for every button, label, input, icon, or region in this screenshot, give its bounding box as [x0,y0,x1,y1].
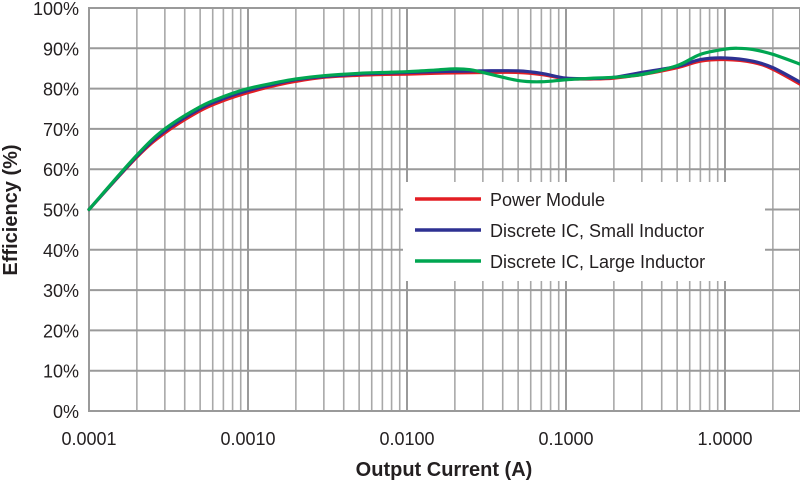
x-tick-label: 0.0100 [379,429,434,449]
x-tick-label: 1.0000 [697,429,752,449]
y-tick-label: 40% [43,241,79,261]
y-tick-label: 50% [43,201,79,221]
x-tick-label: 0.0001 [61,429,116,449]
y-tick-label: 10% [43,362,79,382]
y-tick-label: 80% [43,80,79,100]
legend-label-large-inductor: Discrete IC, Large Inductor [490,252,705,272]
y-axis-tick-labels: 0% 10% 20% 30% 40% 50% 60% 70% 80% 90% 100% [33,0,79,422]
x-axis-title: Output Current (A) [356,459,533,481]
legend-label-small-inductor: Discrete IC, Small Inductor [490,221,704,241]
x-tick-label: 0.0010 [220,429,275,449]
series-layer [87,46,800,212]
series-line-discrete-small-inductor [87,56,800,212]
x-tick-label: 0.1000 [538,429,593,449]
y-tick-label: 20% [43,321,79,341]
legend: Power Module Discrete IC, Small Inductor… [403,182,765,281]
y-tick-label: 60% [43,160,79,180]
y-tick-label: 30% [43,281,79,301]
legend-label-power-module: Power Module [490,190,605,210]
y-tick-label: 0% [53,402,79,422]
y-tick-label: 100% [33,0,79,19]
y-tick-label: 70% [43,120,79,140]
y-axis-title: Efficiency (%) [0,144,22,275]
series-line-discrete-large-inductor [87,46,800,212]
y-tick-label: 90% [43,39,79,59]
x-axis-tick-labels: 0.0001 0.0010 0.0100 0.1000 1.0000 [61,429,752,449]
